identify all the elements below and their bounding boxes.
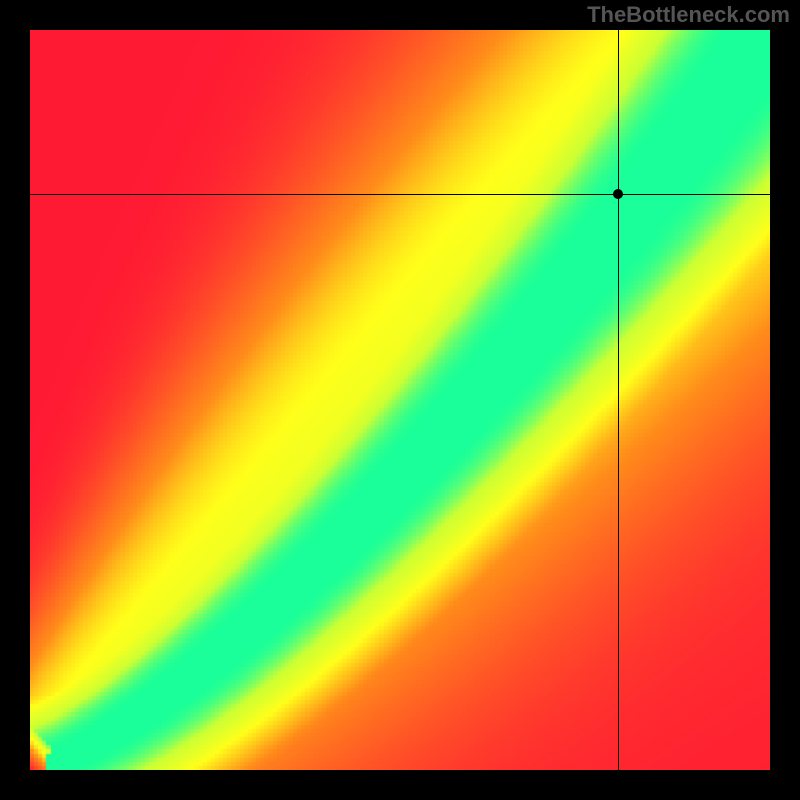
crosshair-horizontal (30, 194, 770, 195)
heatmap-plot (30, 30, 770, 770)
crosshair-vertical (618, 30, 619, 770)
brand-watermark: TheBottleneck.com (587, 2, 790, 28)
heatmap-canvas (30, 30, 770, 770)
chart-container: TheBottleneck.com (0, 0, 800, 800)
crosshair-marker (613, 189, 623, 199)
